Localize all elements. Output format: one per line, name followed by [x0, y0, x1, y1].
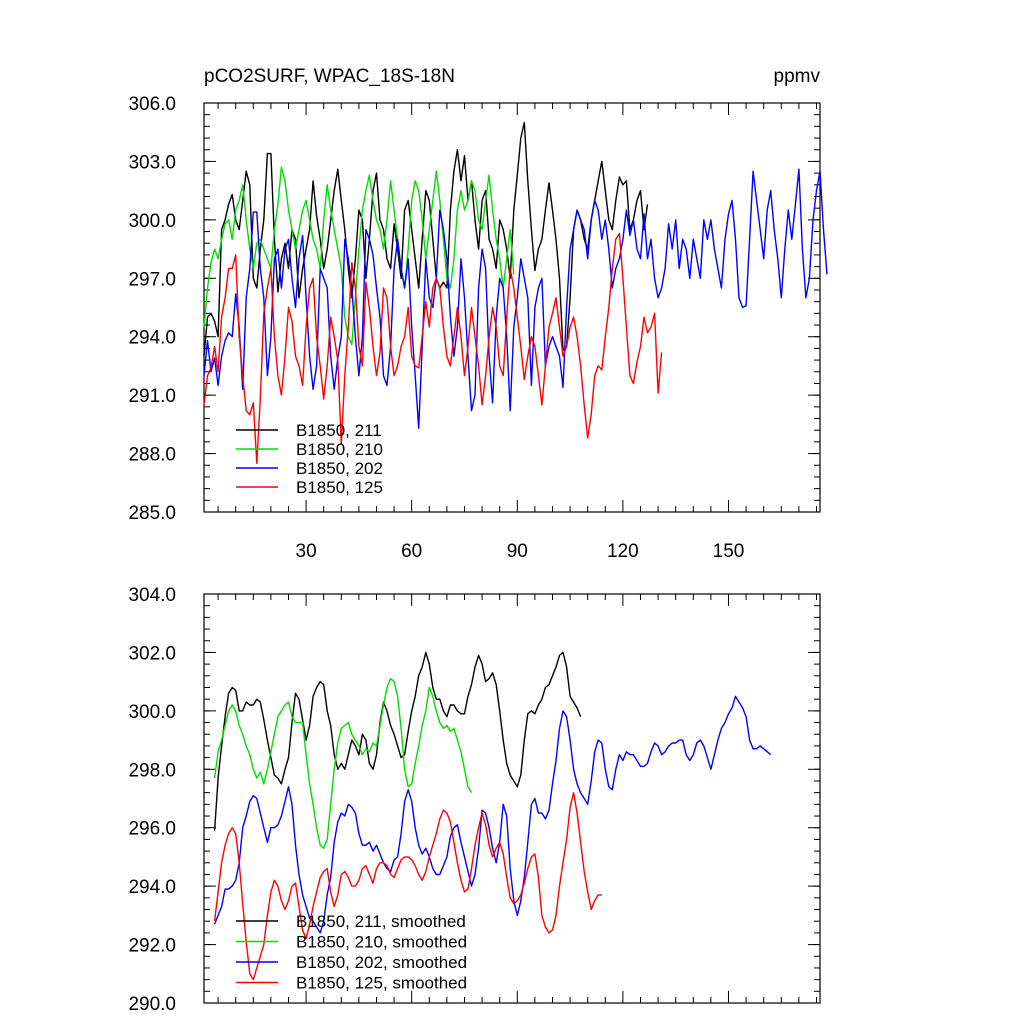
y-tick-label: 290.0 [128, 994, 176, 1015]
y-tick-label: 300.0 [128, 702, 176, 723]
series-line-b1850-202 [203, 168, 828, 429]
y-tick-label: 304.0 [128, 585, 176, 606]
bottom-panel: 290.0 292.0 294.0 296.0 298.0 300.0 302.0 304.0… [128, 585, 821, 1015]
legend-label: B1850, 211 [296, 421, 382, 440]
x-tick-label: 120 [607, 541, 639, 562]
legend-label: B1850, 211, smoothed [296, 912, 466, 931]
series-line-b1850-125 [203, 232, 663, 464]
y-tick-label: 294.0 [128, 877, 176, 898]
y-tick-label: 298.0 [128, 760, 176, 781]
y-tick-label: 297.0 [128, 269, 176, 290]
series-line-b1850-125-smoothed [213, 792, 602, 981]
chart-title: pCO2SURF, WPAC_18S-18N [204, 66, 455, 87]
x-tick-label: 30 [296, 541, 317, 562]
y-tick-label: 306.0 [128, 94, 176, 115]
top-plot-frame [203, 102, 821, 513]
y-tick-label: 300.0 [128, 211, 176, 232]
series-line-b1850-211-smoothed [213, 651, 582, 831]
y-tick-label: 292.0 [128, 936, 176, 957]
bottom-plot-frame [203, 593, 821, 1004]
y-tick-label: 302.0 [128, 643, 176, 664]
y-tick-label: 303.0 [128, 152, 176, 173]
series-line-b1850-211 [203, 121, 649, 357]
legend-label: B1850, 210, smoothed [296, 933, 467, 952]
legend-label: B1850, 210 [296, 440, 383, 459]
y-tick-label: 288.0 [128, 445, 176, 466]
bottom-legend: B1850, 211, smoothed B1850, 210, smoothed… [236, 912, 467, 993]
legend-label: B1850, 202 [296, 459, 383, 478]
y-tick-label: 296.0 [128, 819, 176, 840]
top-panel: pCO2SURF, WPAC_18S-18N ppmv 285.0 288.0 29… [128, 66, 828, 562]
series-line-b1850-202-smoothed [213, 695, 772, 934]
legend-label: B1850, 125 [296, 478, 383, 497]
series-line-b1850-210 [203, 166, 515, 346]
units-label: ppmv [774, 66, 821, 87]
x-tick-label: 150 [713, 541, 745, 562]
x-tick-label: 90 [507, 541, 528, 562]
y-tick-label: 285.0 [128, 503, 176, 524]
x-tick-label: 60 [401, 541, 422, 562]
y-tick-label: 294.0 [128, 328, 176, 349]
y-tick-label: 291.0 [128, 386, 176, 407]
legend-label: B1850, 125, smoothed [296, 974, 467, 993]
legend-label: B1850, 202, smoothed [296, 953, 467, 972]
series-line-b1850-210-smoothed [213, 678, 473, 849]
